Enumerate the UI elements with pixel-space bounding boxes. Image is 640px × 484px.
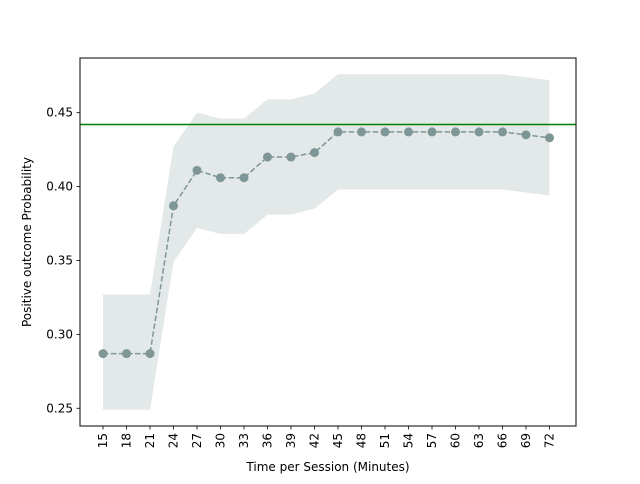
data-point-27: [192, 165, 202, 175]
x-tick-label-63: 63: [472, 433, 486, 448]
x-tick-label-39: 39: [284, 433, 298, 448]
data-point-21: [145, 349, 155, 359]
data-point-69: [521, 130, 531, 140]
x-axis: 15 18 21 24 27 30 33 36 39 42 45 48 51 54 57 60 63 66 69 72: [96, 426, 557, 448]
data-point-39: [286, 152, 296, 162]
data-point-15: [98, 349, 108, 359]
x-tick-label-48: 48: [355, 433, 369, 448]
x-tick-label-66: 66: [496, 433, 510, 448]
y-tick-label-0.25: 0.25: [46, 401, 73, 415]
x-tick-label-30: 30: [214, 433, 228, 448]
x-tick-label-24: 24: [167, 433, 181, 448]
y-tick-label-0.40: 0.40: [46, 180, 73, 194]
data-point-54: [404, 127, 413, 137]
data-point-45: [333, 127, 343, 137]
data-point-48: [357, 127, 366, 137]
x-axis-title: Time per Session (Minutes): [245, 460, 409, 474]
x-tick-label-60: 60: [449, 433, 463, 448]
x-tick-label-21: 21: [143, 433, 157, 448]
x-tick-label-57: 57: [425, 433, 439, 448]
x-tick-label-42: 42: [308, 433, 322, 448]
plot-frame: [79, 57, 577, 427]
confidence-band-layer: [103, 74, 550, 410]
x-tick-label-51: 51: [378, 433, 392, 448]
x-tick-label-33: 33: [237, 433, 251, 448]
data-point-72: [545, 133, 554, 143]
x-tick-label-72: 72: [543, 433, 557, 448]
x-tick-label-45: 45: [331, 433, 345, 448]
data-point-30: [216, 173, 225, 183]
data-point-51: [380, 127, 390, 137]
data-point-18: [122, 349, 131, 359]
x-tick-label-15: 15: [96, 433, 110, 448]
data-point-24: [169, 201, 178, 211]
series-layer: [98, 127, 554, 359]
y-axis-title: Positive outcome Probability: [20, 157, 34, 327]
data-point-60: [451, 127, 460, 137]
data-point-33: [239, 173, 249, 183]
x-tick-label-27: 27: [190, 433, 204, 448]
data-point-66: [498, 127, 507, 137]
y-tick-label-0.45: 0.45: [46, 106, 73, 120]
y-axis: 0.25 0.30 0.35 0.40 0.45: [46, 106, 80, 415]
data-point-63: [474, 127, 484, 137]
data-point-57: [427, 127, 437, 137]
confidence-band: [103, 74, 550, 410]
data-point-36: [263, 152, 272, 162]
y-tick-label-0.35: 0.35: [46, 253, 73, 267]
x-tick-label-18: 18: [120, 433, 134, 448]
x-tick-label-54: 54: [402, 433, 416, 448]
series-line: [103, 131, 550, 355]
x-tick-label-36: 36: [261, 433, 275, 448]
x-tick-label-69: 69: [519, 433, 533, 448]
data-point-42: [310, 148, 319, 158]
y-tick-label-0.30: 0.30: [46, 327, 73, 341]
